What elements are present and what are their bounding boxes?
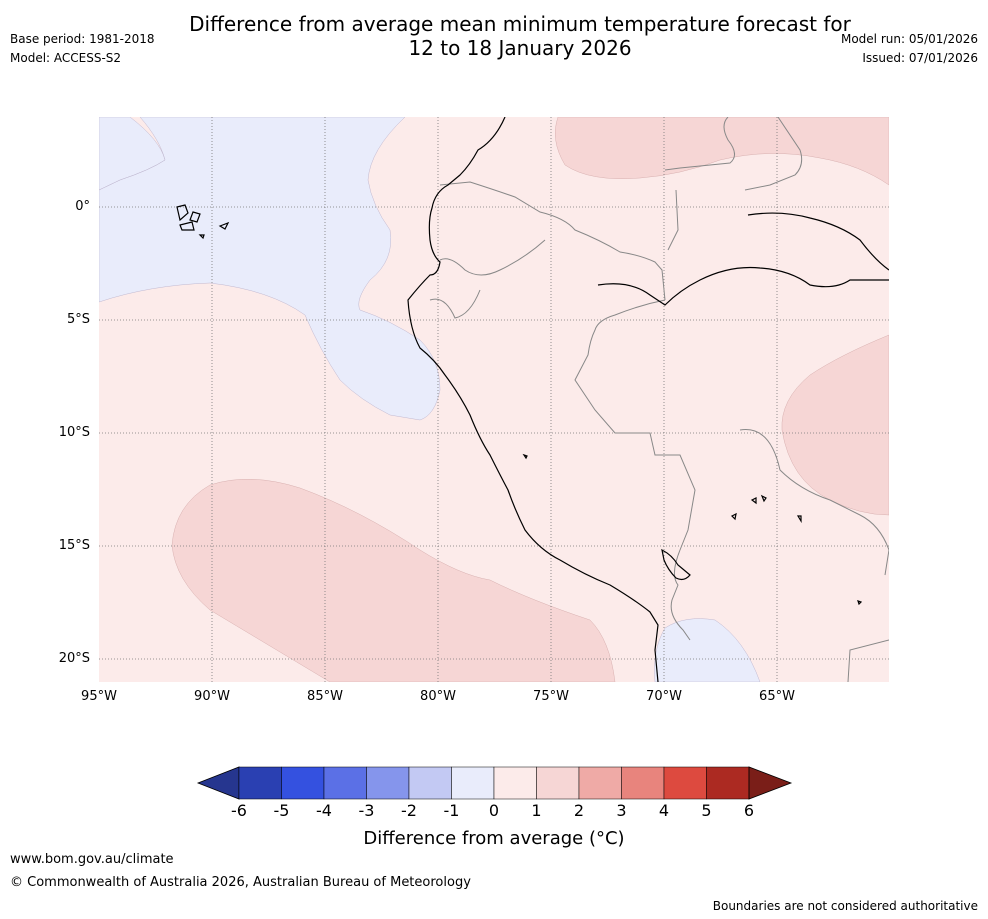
website-url[interactable]: www.bom.gov.au/climate [10,852,174,867]
lon-label-95w: 95°W [81,689,117,704]
coastline [176,117,889,682]
colorbar-segment [536,766,580,800]
colorbar-segment [493,766,537,800]
colorbar-segment [238,766,282,800]
colorbar-tick-label: 1 [531,801,542,820]
lat-label-0: 0° [75,199,90,214]
title-line-2: 12 to 18 January 2026 [408,36,632,60]
small-islands [522,453,863,606]
colorbar-label: Difference from average (°C) [363,828,625,849]
colorbar-tick-label: -6 [231,801,247,820]
colorbar-extend-high [748,766,793,800]
left-metadata: Base period: 1981-2018 Model: ACCESS-S2 [10,31,155,69]
anomaly-1-to-2-region-east [781,334,889,516]
graticule [99,117,889,682]
colorbar-segment [451,766,495,800]
colorbar-tick-label: -1 [443,801,460,820]
colorbar-tick-label: 3 [616,801,627,820]
peru-brazil-border [574,299,696,551]
galapagos-islands [176,204,230,240]
boundaries-disclaimer: Boundaries are not considered authoritat… [712,899,978,913]
colorbar-segment [366,766,410,800]
colorbar-tick-label: 6 [743,801,755,820]
chart-title: Difference from average mean minimum tem… [0,12,988,60]
colorbar-extend-low [196,766,240,800]
colorbar-segment [408,766,452,800]
issued-date: Issued: 07/01/2026 [862,51,978,65]
lon-label-80w: 80°W [420,689,456,704]
base-period: Base period: 1981-2018 [10,32,155,46]
anomaly-1-to-2-region-southwest [171,478,616,682]
anomaly-minus1-to-0-region-south [654,618,761,682]
bolivia-border [670,429,889,682]
colorbar-tick-label: -4 [316,801,332,820]
colorbar-segment [323,766,367,800]
colombia-venezuela-brazil-border [664,117,803,251]
colorbar-segment [281,766,325,800]
model-name: Model: ACCESS-S2 [10,51,122,65]
colorbar-segment [706,766,750,800]
colorbar-tick-label: 2 [573,801,585,820]
anomaly-1-to-2-region-north [554,117,889,186]
anomaly-minus1-to-0-region [99,117,441,421]
amazon-river [597,212,889,306]
right-metadata: Model run: 05/01/2026 Issued: 07/01/2026 [841,31,978,69]
colorbar [196,766,793,800]
colorbar-tick-label: -5 [273,801,290,820]
colorbar-tick-label: -3 [358,801,375,820]
colorbar-tick-label: -2 [401,801,417,820]
lake-titicaca [661,548,691,581]
lon-label-75w: 75°W [533,689,569,704]
copyright: © Commonwealth of Australia 2026, Austra… [10,875,471,890]
colorbar-segment [663,766,707,800]
colorbar-segment [578,766,622,800]
lat-label-15s: 15°S [58,538,90,553]
lon-label-70w: 70°W [646,689,682,704]
colorbar-tick-label: 5 [701,801,712,820]
lat-label-5s: 5°S [66,312,90,327]
lon-label-65w: 65°W [759,689,795,704]
lon-label-85w: 85°W [307,689,343,704]
colombia-ecuador-peru-border [429,181,666,319]
colorbar-tick-label: 0 [488,801,500,820]
lat-label-20s: 20°S [58,651,90,666]
country-borders [429,117,889,682]
colorbar-segment [621,766,665,800]
lat-label-10s: 10°S [58,425,90,440]
lon-label-90w: 90°W [194,689,230,704]
colorbar-tick-label: 4 [658,801,670,820]
pacific-coastline [407,117,659,682]
model-run: Model run: 05/01/2026 [840,32,978,46]
title-line-1: Difference from average mean minimum tem… [189,12,851,36]
